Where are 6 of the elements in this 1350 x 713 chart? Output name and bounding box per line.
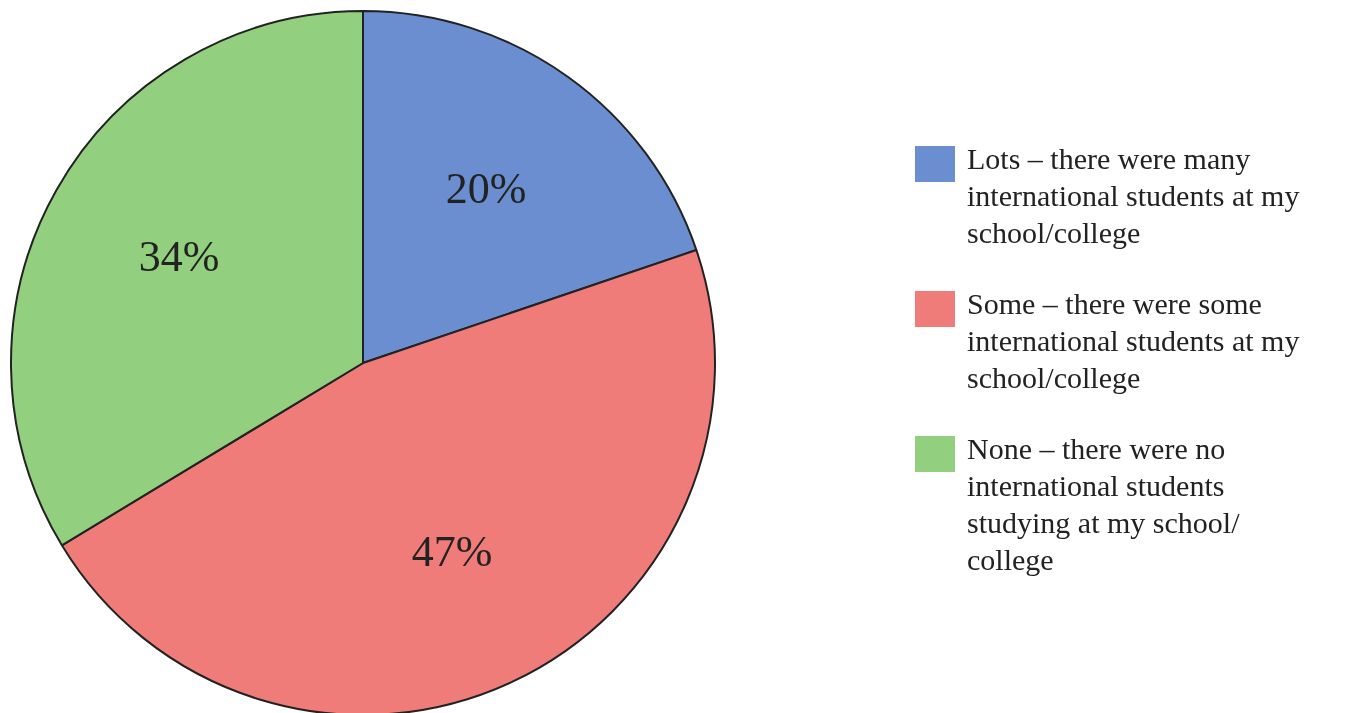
data-label: 47% bbox=[411, 527, 493, 577]
legend-label: Some – there were some international students at my school/college bbox=[967, 286, 1301, 396]
legend-label: None – there were no international students studying at my school/ college bbox=[967, 431, 1241, 578]
legend-label: Lots – there were many international students at my school/college bbox=[967, 141, 1301, 251]
data-label: 34% bbox=[138, 231, 220, 281]
data-label: 20% bbox=[445, 163, 527, 213]
